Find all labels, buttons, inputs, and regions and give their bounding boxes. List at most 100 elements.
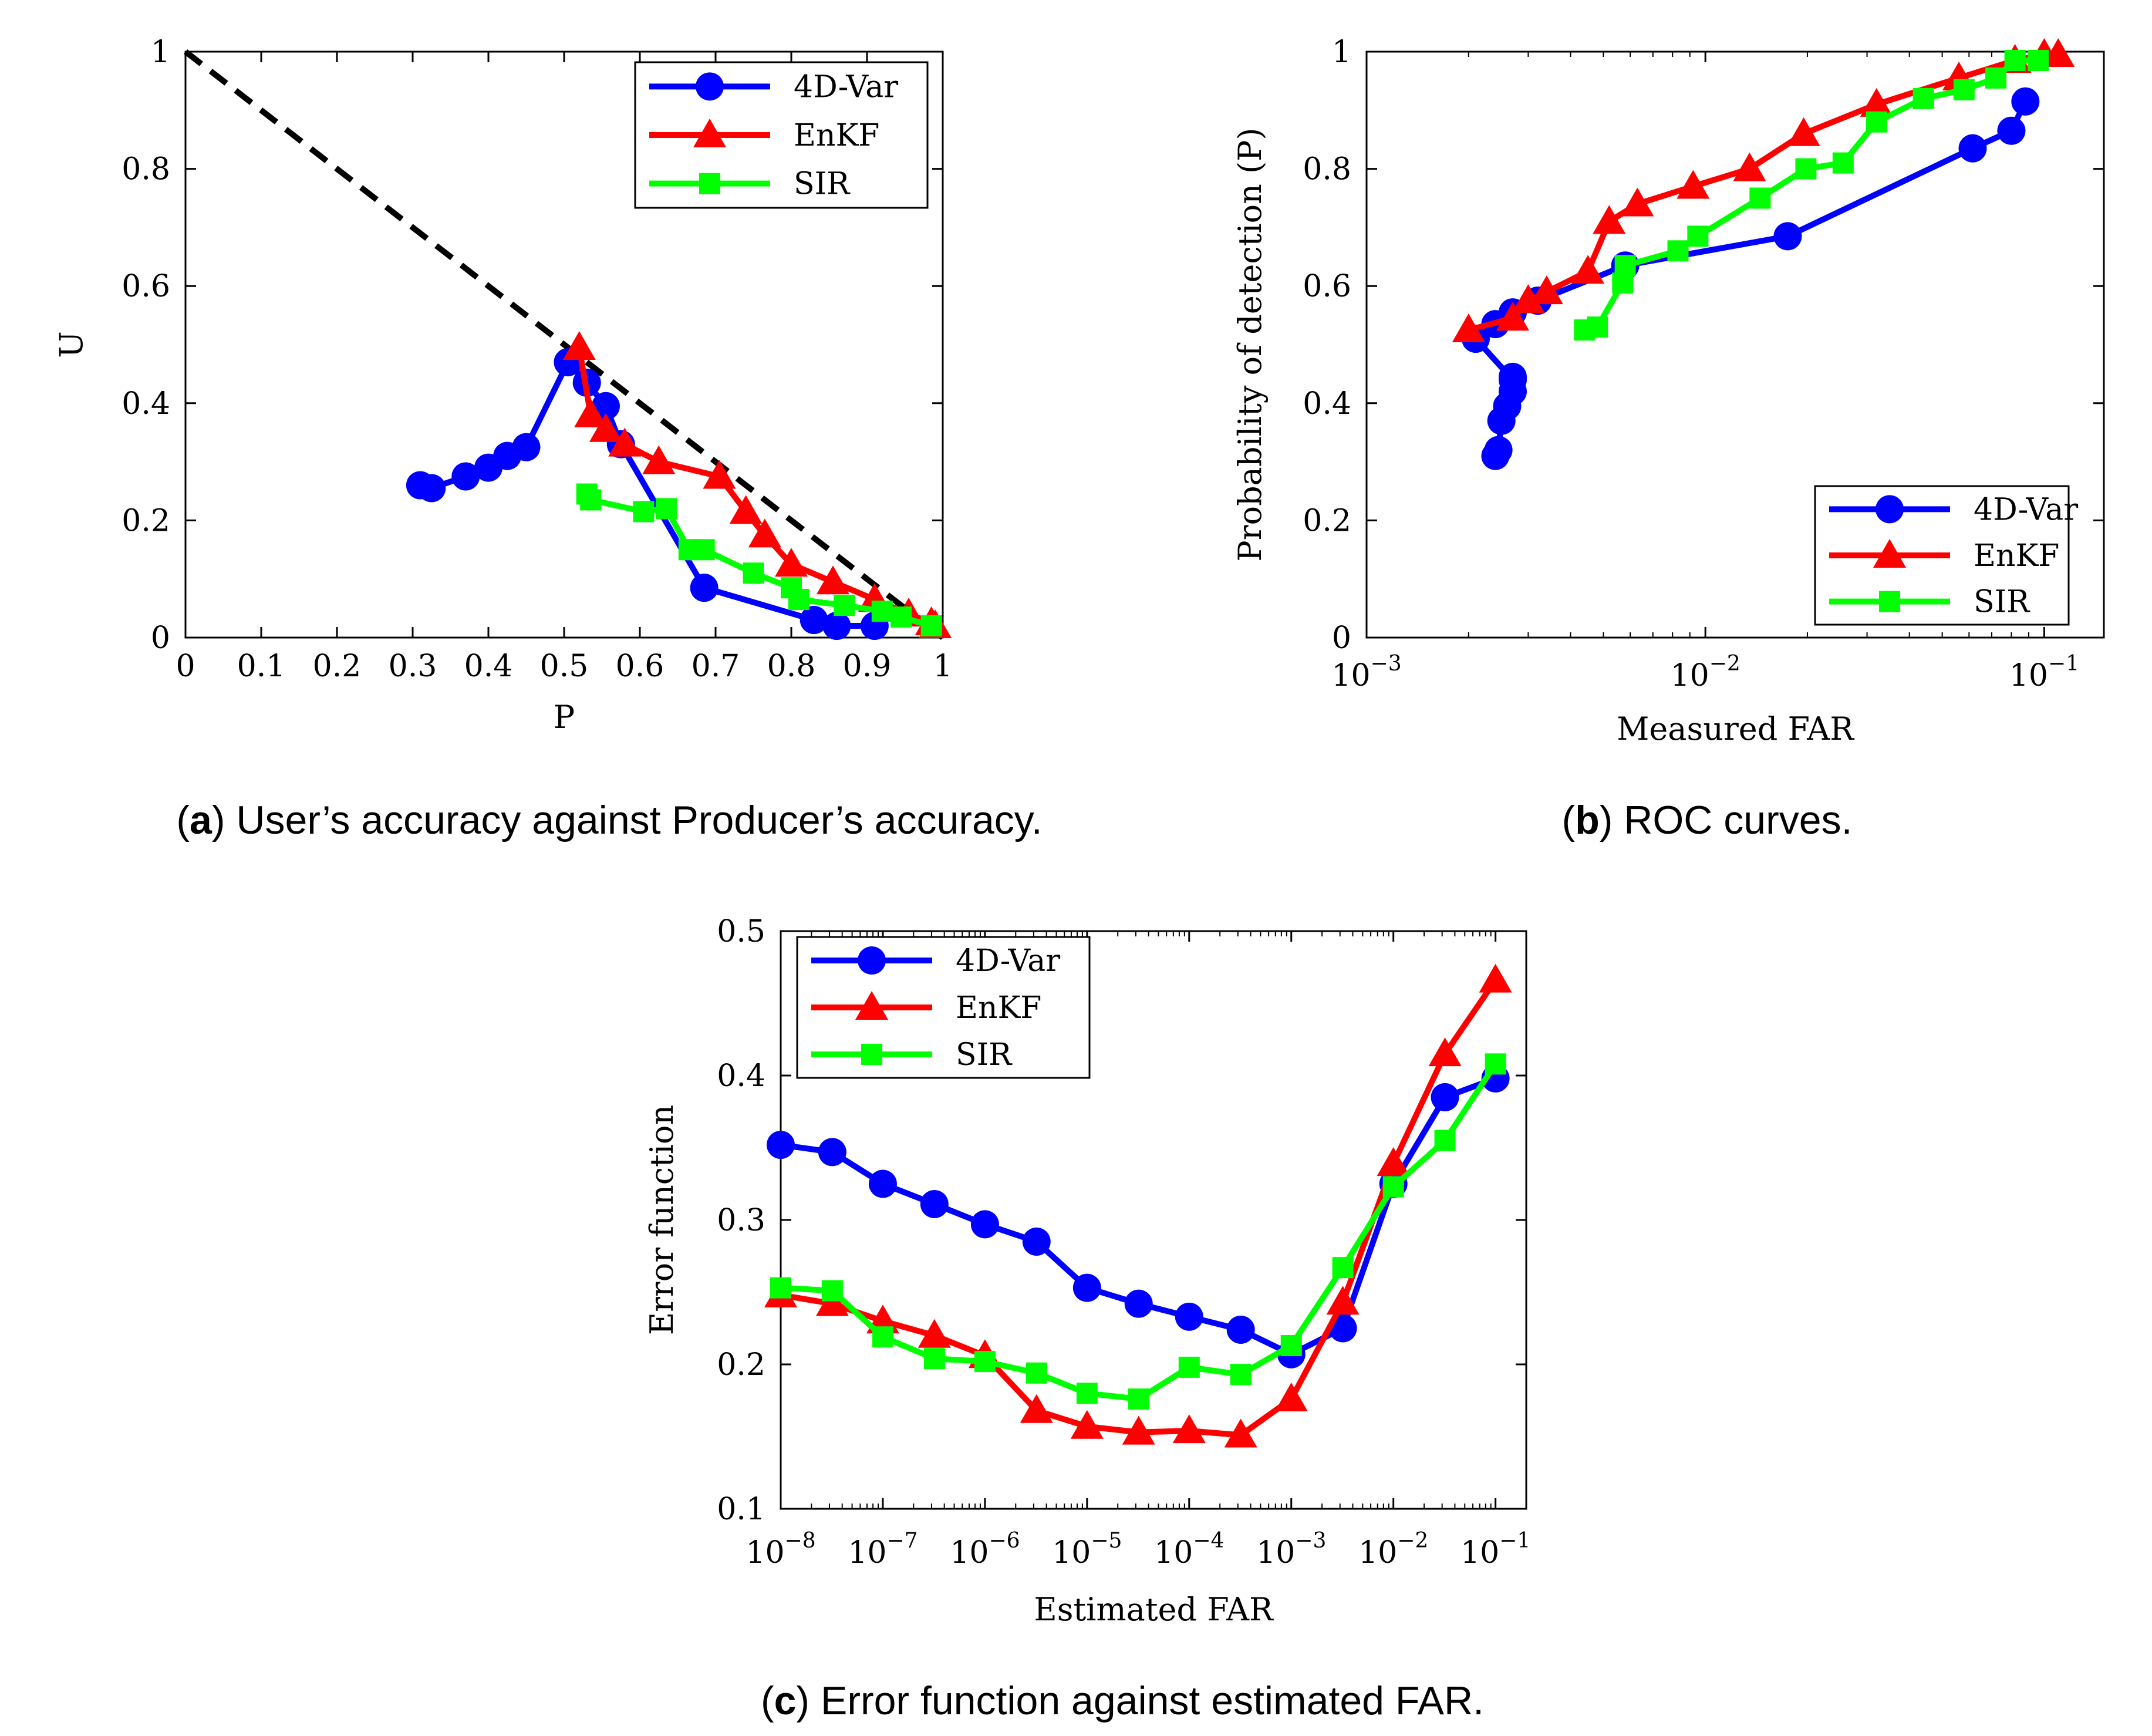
data-point <box>1280 1335 1302 1357</box>
caption-paren: ) <box>796 1678 821 1723</box>
data-point <box>1496 302 1529 331</box>
series-4d-var <box>406 348 889 641</box>
x-tick-label: 10−8 <box>746 1529 815 1570</box>
caption-text: User’s accuracy against Producer’s accur… <box>236 798 1042 842</box>
y-axis-label: Probability of detection (P) <box>1232 127 1269 561</box>
data-point <box>1687 225 1709 247</box>
data-point <box>1749 187 1771 209</box>
x-tick-base: 10 <box>1358 1535 1397 1570</box>
data-point <box>974 1351 996 1373</box>
x-tick-base: 10 <box>1671 658 1709 693</box>
x-tick-label: 10−1 <box>2009 652 2079 693</box>
data-point <box>589 413 622 442</box>
x-tick-label: 10−2 <box>1671 652 1741 693</box>
x-tick-exponent: −8 <box>785 1529 816 1553</box>
caption-paren: ( <box>761 1678 774 1723</box>
data-point <box>748 518 781 548</box>
y-tick-label: 1 <box>1332 35 1351 70</box>
x-tick-base: 10 <box>1052 1535 1091 1570</box>
data-point <box>1985 67 2007 89</box>
x-tick-label: 10−2 <box>1358 1529 1428 1570</box>
x-tick-exponent: −3 <box>1371 652 1402 676</box>
legend-label: EnKF <box>956 990 1041 1026</box>
data-point <box>1958 134 1987 163</box>
data-point <box>1912 87 1934 109</box>
data-point <box>871 601 893 622</box>
reference-line <box>183 49 945 640</box>
series-sir <box>576 483 942 637</box>
data-point <box>703 460 736 489</box>
x-tick-label: 10−7 <box>848 1529 918 1570</box>
data-point <box>1026 1362 1047 1384</box>
y-tick-label: 0.5 <box>717 914 765 949</box>
x-tick-exponent: −3 <box>1295 1529 1326 1553</box>
data-point <box>1274 1383 1308 1412</box>
x-tick-label: 10−3 <box>1256 1529 1326 1570</box>
caption-a: (a) User’s accuracy against Producer’s a… <box>176 798 1042 842</box>
data-point <box>868 1169 897 1198</box>
x-tick-base: 10 <box>1331 658 1370 693</box>
y-tick-label: 0.2 <box>1303 503 1351 538</box>
data-point <box>818 1138 846 1167</box>
data-point <box>1484 436 1513 464</box>
series-line <box>419 359 875 629</box>
x-tick-base: 10 <box>1256 1535 1295 1570</box>
caption-letter: a <box>190 798 212 842</box>
x-tick-base: 10 <box>2009 658 2048 693</box>
data-point <box>1832 152 1854 174</box>
data-point <box>815 1287 849 1316</box>
x-tick-label: 10−5 <box>1052 1529 1122 1570</box>
data-point <box>1512 284 1545 314</box>
data-point <box>656 498 677 520</box>
data-point <box>633 501 655 523</box>
data-point <box>1593 205 1626 234</box>
data-point <box>690 574 719 602</box>
data-point <box>822 612 851 641</box>
data-point <box>970 1210 999 1239</box>
data-point <box>1124 1289 1153 1318</box>
data-point <box>1485 1053 1506 1075</box>
x-tick-exponent: −1 <box>2048 652 2079 676</box>
y-tick-label: 0.6 <box>1303 269 1351 304</box>
data-point <box>1382 1176 1404 1198</box>
data-point <box>1614 255 1636 277</box>
x-tick-exponent: −5 <box>1091 1529 1122 1553</box>
caption-paren: ) <box>1600 798 1624 842</box>
data-point <box>891 606 912 628</box>
x-tick-label: 0.3 <box>389 649 437 684</box>
legend-marker <box>855 991 888 1020</box>
legend-marker <box>1873 539 1906 568</box>
legend: 4D-Var EnKF SIR <box>634 61 929 209</box>
x-tick-label: 10−6 <box>950 1529 1020 1570</box>
x-tick-label: 0.7 <box>692 649 740 684</box>
x-tick-exponent: −6 <box>989 1529 1020 1553</box>
legend-label: 4D-Var <box>1974 492 2078 527</box>
data-point <box>743 562 764 584</box>
x-tick-label: 1 <box>933 649 952 684</box>
data-point <box>1175 1302 1203 1331</box>
data-point <box>1434 1130 1456 1151</box>
series-line <box>1584 57 2039 333</box>
series-enkf <box>562 331 952 639</box>
legend-label: SIR <box>794 167 851 202</box>
x-tick-label: 10−3 <box>1331 652 1401 693</box>
data-point <box>512 433 541 461</box>
data-point <box>1076 1383 1098 1404</box>
series-sir <box>770 1053 1506 1410</box>
x-tick-label: 0.1 <box>237 649 286 684</box>
x-tick-label: 0.6 <box>616 649 665 684</box>
x-axis-label: Measured FAR <box>1617 710 1854 747</box>
x-tick-label: 10−4 <box>1154 1529 1224 1570</box>
y-tick-label: 0.4 <box>717 1059 765 1094</box>
legend-label: 4D-Var <box>956 943 1060 979</box>
data-point <box>1953 79 1975 100</box>
caption-text: Error function against estimated FAR. <box>821 1678 1484 1723</box>
data-point <box>1571 255 1605 284</box>
y-tick-label: 0.2 <box>122 503 170 538</box>
series-line <box>780 1062 1498 1403</box>
x-tick-exponent: −2 <box>1709 652 1741 676</box>
legend-label: SIR <box>956 1037 1013 1073</box>
y-tick-label: 1 <box>151 35 170 70</box>
x-tick-label: 0.4 <box>464 649 513 684</box>
data-point <box>1787 117 1820 146</box>
